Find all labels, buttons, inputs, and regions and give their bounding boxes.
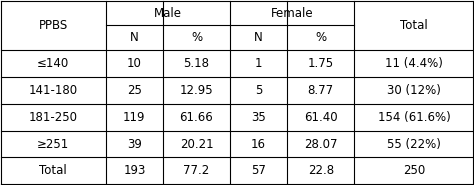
Text: 77.2: 77.2 — [183, 164, 210, 177]
Text: PPBS: PPBS — [39, 19, 68, 32]
Text: 1: 1 — [255, 57, 262, 70]
Text: Total: Total — [39, 164, 67, 177]
Text: 119: 119 — [123, 111, 146, 124]
Text: 55 (22%): 55 (22%) — [387, 138, 441, 151]
Text: 57: 57 — [251, 164, 266, 177]
Text: 1.75: 1.75 — [308, 57, 334, 70]
Text: ≤140: ≤140 — [37, 57, 70, 70]
Text: ≥251: ≥251 — [37, 138, 70, 151]
Text: Male: Male — [154, 7, 182, 20]
Text: 11 (4.4%): 11 (4.4%) — [385, 57, 443, 70]
Text: Total: Total — [400, 19, 428, 32]
Text: 25: 25 — [127, 84, 142, 97]
Text: 154 (61.6%): 154 (61.6%) — [377, 111, 450, 124]
Text: 5: 5 — [255, 84, 262, 97]
Text: 193: 193 — [123, 164, 146, 177]
Text: N: N — [254, 31, 263, 44]
Text: %: % — [315, 31, 326, 44]
Text: 8.77: 8.77 — [308, 84, 334, 97]
Text: 181-250: 181-250 — [29, 111, 78, 124]
Text: 20.21: 20.21 — [180, 138, 213, 151]
Text: 61.66: 61.66 — [180, 111, 213, 124]
Text: 12.95: 12.95 — [180, 84, 213, 97]
Text: 61.40: 61.40 — [304, 111, 337, 124]
Text: 16: 16 — [251, 138, 266, 151]
Text: 250: 250 — [403, 164, 425, 177]
Text: 5.18: 5.18 — [183, 57, 210, 70]
Text: 30 (12%): 30 (12%) — [387, 84, 441, 97]
Text: N: N — [130, 31, 139, 44]
Text: Female: Female — [271, 7, 314, 20]
Text: 28.07: 28.07 — [304, 138, 337, 151]
Text: 10: 10 — [127, 57, 142, 70]
Text: 39: 39 — [127, 138, 142, 151]
Text: 141-180: 141-180 — [29, 84, 78, 97]
Text: %: % — [191, 31, 202, 44]
Text: 22.8: 22.8 — [308, 164, 334, 177]
Text: 35: 35 — [251, 111, 266, 124]
